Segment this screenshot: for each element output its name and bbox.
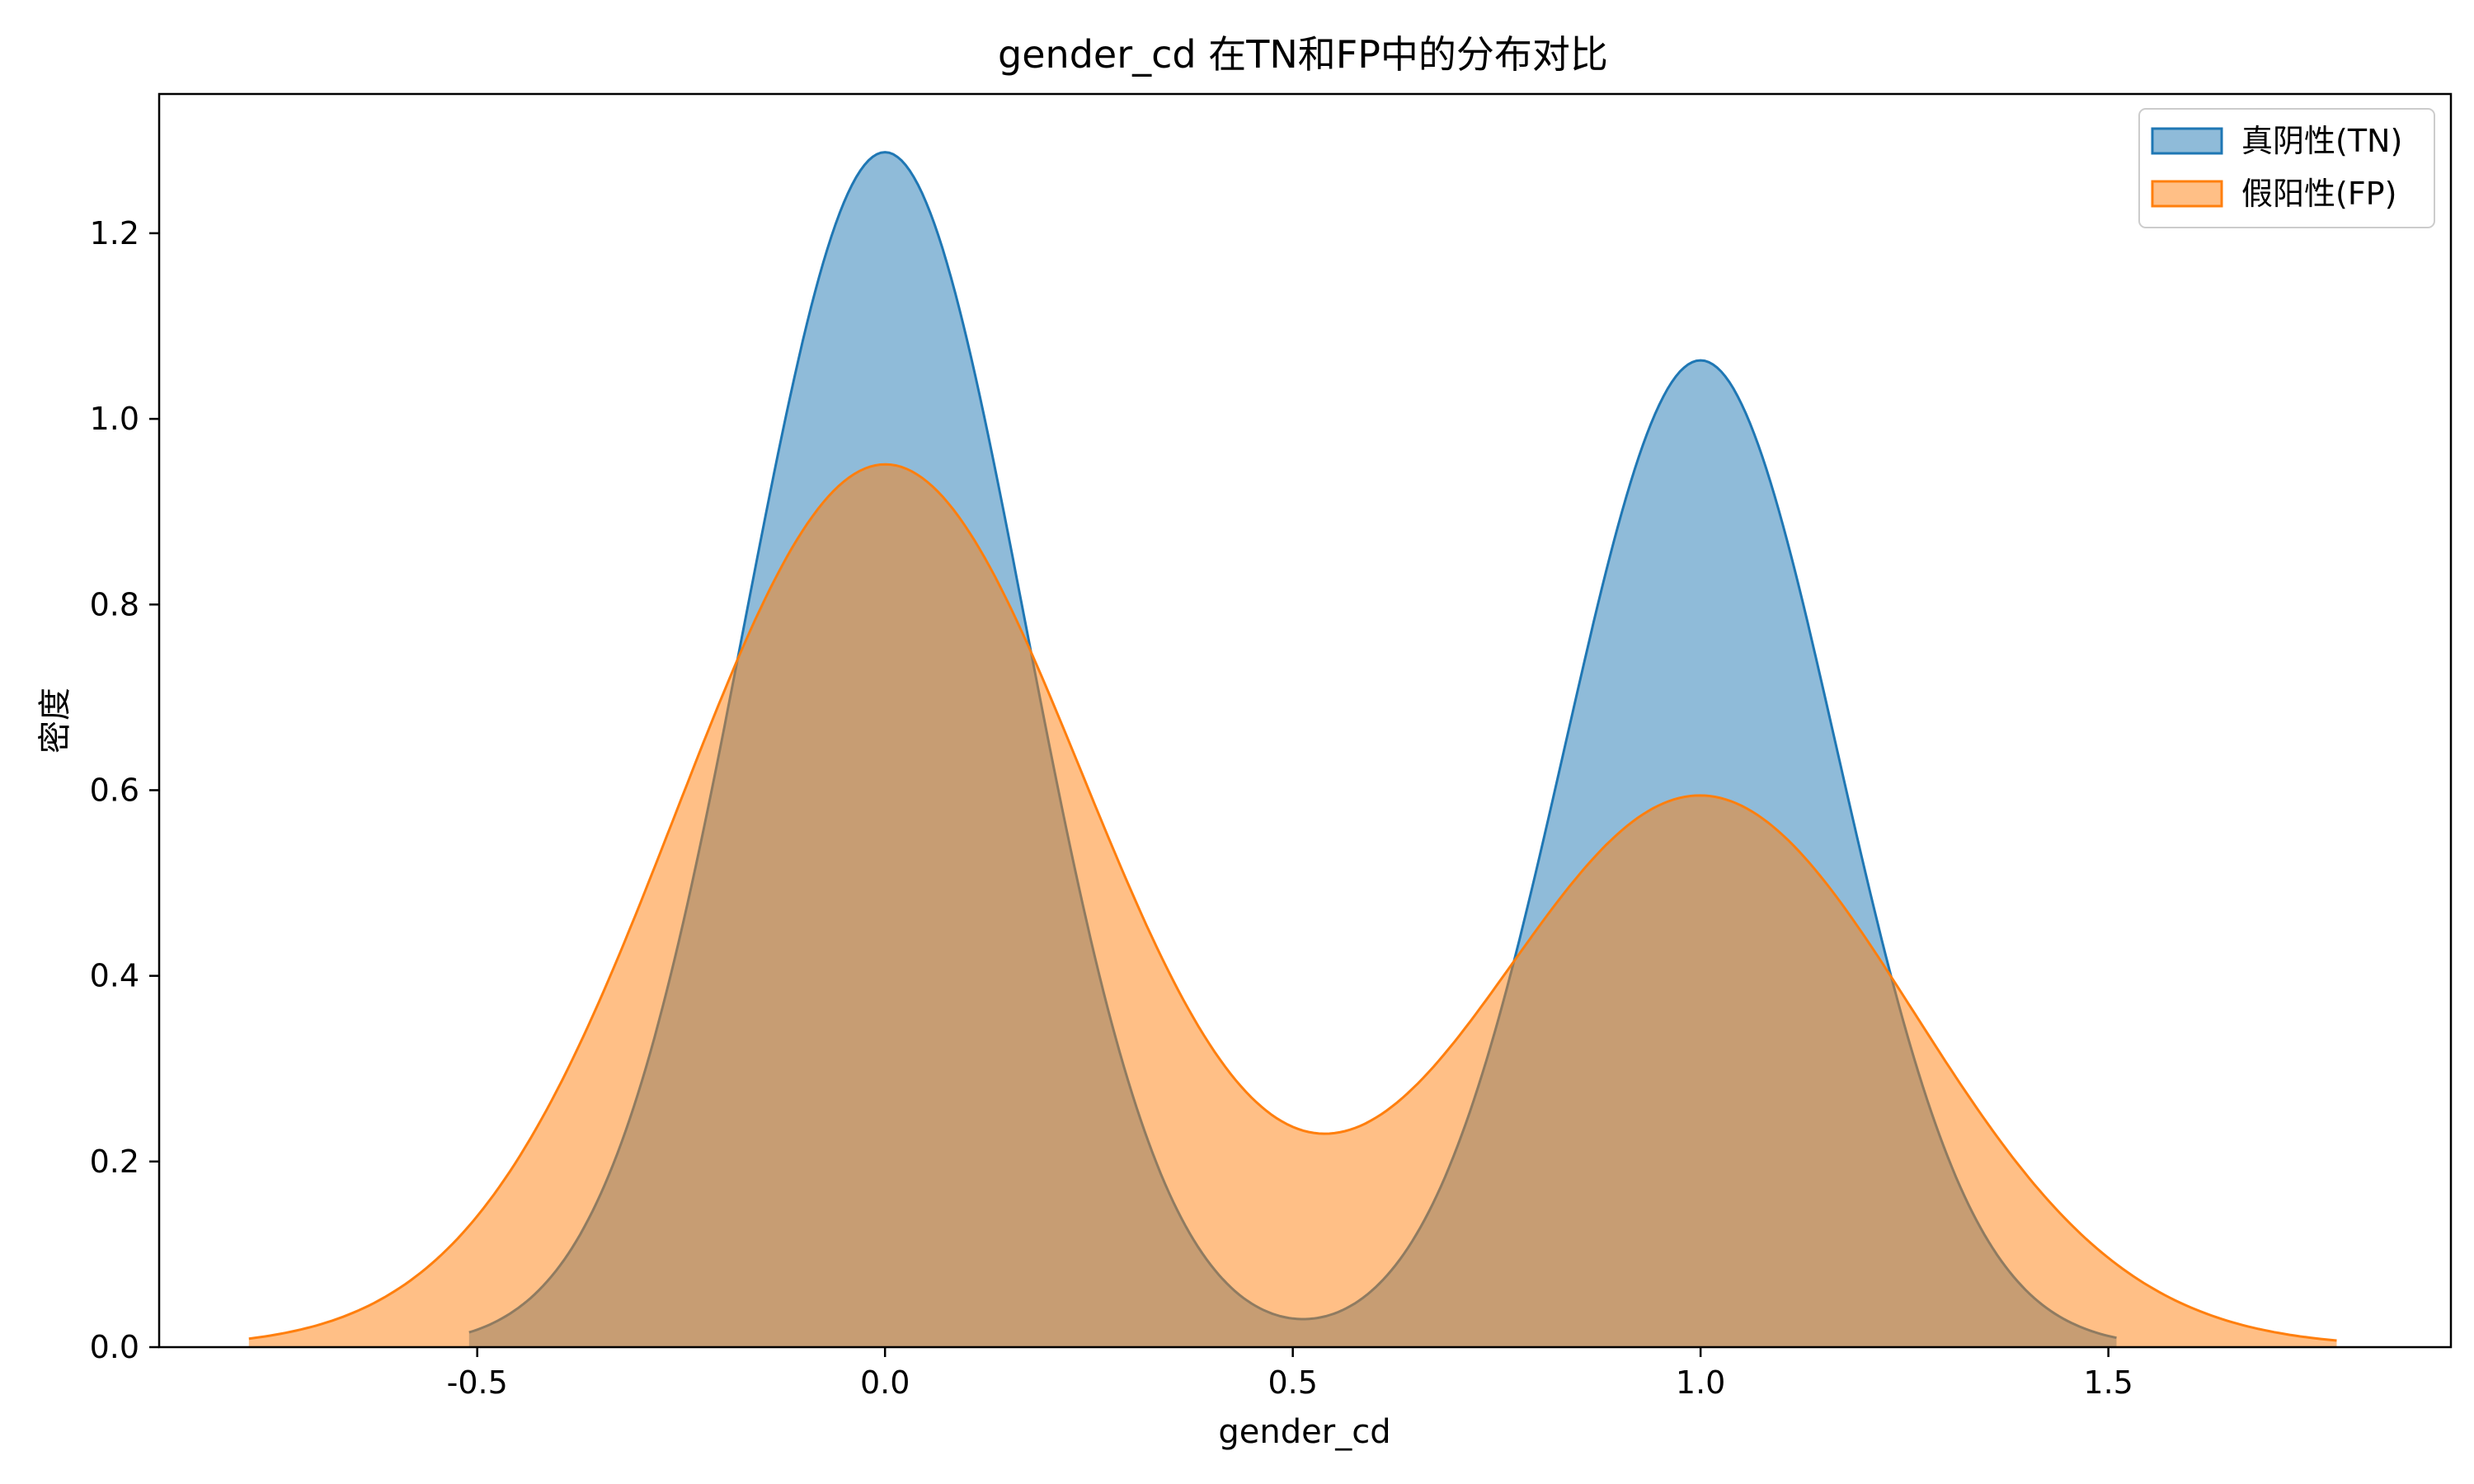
y-tick-label: 0.4: [90, 958, 139, 994]
y-axis-label: 密度: [36, 688, 74, 754]
x-tick-label: 0.5: [1268, 1364, 1317, 1401]
y-tick-label: 0.8: [90, 586, 139, 622]
series-2-line: [248, 463, 2337, 1342]
x-tick-label: 1.5: [2083, 1364, 2133, 1401]
legend-swatch-2: [2151, 180, 2223, 208]
x-axis: -0.5 0.0 0.5 1.0 1.5: [447, 1347, 2133, 1401]
legend-label-1: 真阴性(TN): [2241, 123, 2402, 159]
series-2-area: [248, 464, 2337, 1348]
y-tick-label: 0.0: [90, 1329, 139, 1365]
chart-title: gender_cd 在TN和FP中的分布对比: [998, 32, 1608, 77]
legend-swatch-1: [2151, 127, 2223, 155]
x-tick-label: 1.0: [1676, 1364, 1725, 1401]
y-axis: 0.0 0.2 0.4 0.6 0.8 1.0 1.2: [90, 215, 159, 1365]
legend-label-2: 假阳性(FP): [2241, 176, 2396, 212]
plot-frame: [158, 92, 2453, 1349]
y-tick-label: 1.0: [90, 401, 139, 437]
y-tick-label: 0.6: [90, 772, 139, 808]
x-tick-label: -0.5: [447, 1364, 508, 1401]
y-tick-label: 1.2: [90, 215, 139, 251]
legend: 真阴性(TN) 假阳性(FP): [2138, 108, 2435, 228]
y-tick-label: 0.2: [90, 1144, 139, 1180]
x-axis-label: gender_cd: [1218, 1413, 1390, 1451]
series-layer: [248, 151, 2337, 1348]
x-tick-label: 0.0: [860, 1364, 910, 1401]
